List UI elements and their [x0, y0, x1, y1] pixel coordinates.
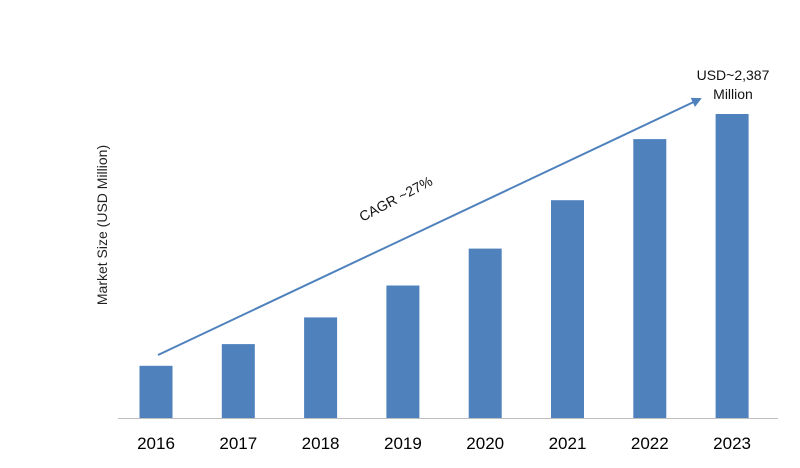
bar-2023 — [715, 114, 749, 418]
x-tick-label-2021: 2021 — [549, 434, 587, 453]
x-tick-label-2016: 2016 — [137, 434, 175, 453]
x-tick-label-2019: 2019 — [384, 434, 422, 453]
cagr-trend-arrow — [157, 97, 702, 356]
x-tick-label-2023: 2023 — [713, 434, 751, 453]
bar-2022 — [633, 139, 667, 418]
cagr-label: CAGR ~27% — [356, 173, 435, 225]
x-tick-label-2020: 2020 — [466, 434, 504, 453]
x-tick-label-2017: 2017 — [219, 434, 257, 453]
x-tick-labels: 2016 2017 2018 2019 2020 2021 2022 2023 — [137, 434, 751, 453]
y-axis-label: Market Size (USD Million) — [94, 145, 110, 305]
final-value-label-line1: USD~2,387 — [697, 67, 770, 83]
x-tick-label-2022: 2022 — [631, 434, 669, 453]
final-value-label-line2: Million — [713, 86, 753, 102]
bar-2021 — [551, 200, 584, 418]
bar-2020 — [468, 248, 502, 418]
bar-2016 — [139, 365, 173, 418]
bars-group — [139, 114, 749, 418]
bar-2019 — [386, 285, 420, 418]
bar-2017 — [221, 344, 255, 418]
x-tick-label-2018: 2018 — [302, 434, 340, 453]
bar-2018 — [304, 317, 338, 418]
